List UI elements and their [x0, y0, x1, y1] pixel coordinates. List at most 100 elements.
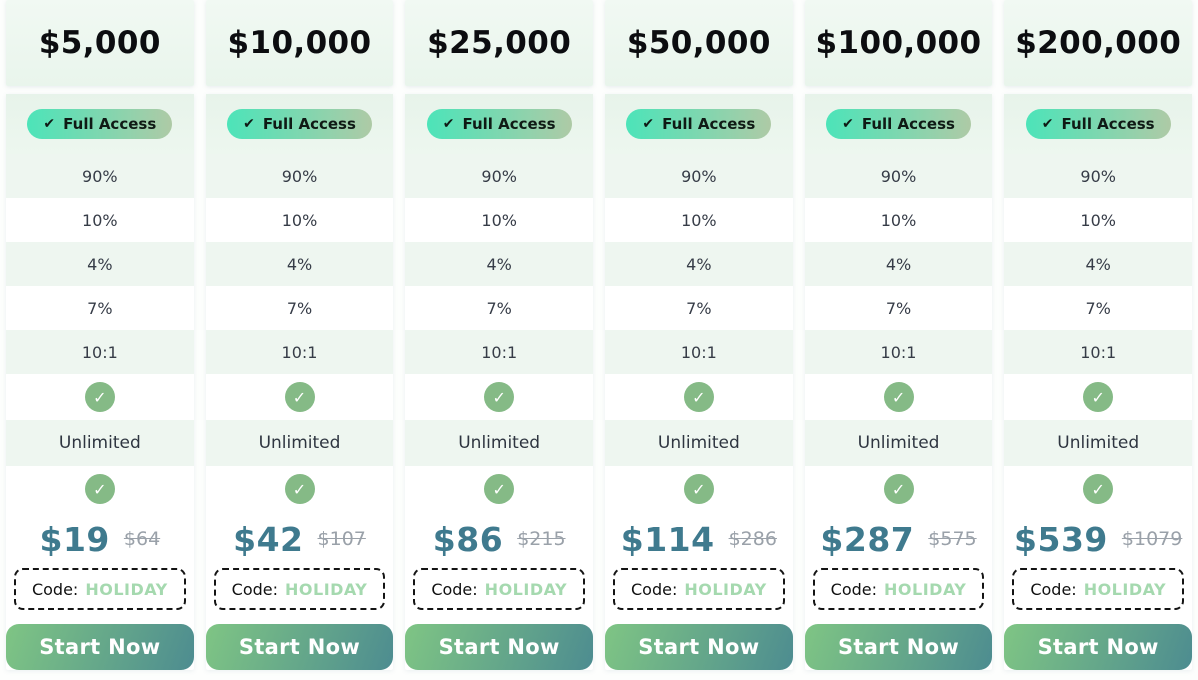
- price-row: $19 $64: [6, 512, 194, 566]
- full-access-badge: ✔ Full Access: [1025, 109, 1171, 139]
- feature-row-profit-split: 90%: [804, 154, 993, 198]
- feature-row-profit-split: 90%: [605, 154, 793, 198]
- plan-details-card: ✔ Full Access 90% 10% 4% 7% 10:1 ✓ Unlim…: [1004, 94, 1193, 670]
- start-now-button[interactable]: Start Now: [804, 624, 993, 670]
- promo-code-value: HOLIDAY: [884, 579, 967, 599]
- feature-row: 7%: [286, 298, 313, 318]
- feature-row-leverage: 10:1: [1004, 330, 1193, 374]
- original-price: $107: [317, 528, 366, 550]
- promo-code-box: Code: HOLIDAY: [613, 568, 785, 610]
- promo-code-value: HOLIDAY: [1083, 579, 1167, 599]
- promo-code-label: Code:: [431, 579, 478, 599]
- feature-row-included: ✓: [206, 466, 394, 512]
- promo-code-label: Code:: [830, 579, 878, 599]
- promo-code-box: Code: HOLIDAY: [14, 568, 186, 610]
- badge-label: Full Access: [462, 115, 556, 133]
- promo-code-wrap: Code: HOLIDAY: [205, 566, 394, 616]
- feature-row: 7%: [885, 298, 912, 318]
- start-now-button[interactable]: Start Now: [205, 624, 394, 670]
- check-icon: ✔: [1041, 116, 1054, 132]
- feature-row: 10%: [281, 210, 318, 230]
- check-icon: ✔: [43, 116, 56, 132]
- plan-account-size: $25,000: [405, 0, 594, 86]
- original-price: $286: [728, 528, 777, 550]
- check-icon: ✔: [842, 116, 854, 132]
- feature-row-leverage: 10:1: [6, 330, 194, 374]
- badge-row: ✔ Full Access: [1004, 94, 1193, 154]
- feature-row: 4%: [804, 242, 993, 286]
- original-price: $1079: [1121, 528, 1183, 550]
- check-circle-icon: ✓: [84, 474, 115, 504]
- start-now-button[interactable]: Start Now: [1004, 624, 1193, 670]
- feature-row-included: ✓: [405, 374, 593, 420]
- plan-details-card: ✔ Full Access 90% 10% 4% 7% 10:1 ✓ Unlim…: [6, 94, 194, 670]
- feature-row-included: ✓: [805, 374, 993, 420]
- plan-account-size: $5,000: [6, 0, 194, 86]
- plan-column: $10,000 ✔ Full Access 90% 10% 4% 7% 10:1…: [205, 0, 394, 680]
- check-circle-icon: ✓: [883, 382, 914, 412]
- original-price: $575: [928, 528, 977, 550]
- price-row: $42 $107: [205, 512, 394, 566]
- full-access-badge: ✔ Full Access: [826, 109, 971, 139]
- spacer: [1004, 616, 1192, 624]
- promo-code-wrap: Code: HOLIDAY: [605, 566, 793, 616]
- start-now-button[interactable]: Start Now: [405, 624, 594, 670]
- badge-label: Full Access: [63, 115, 157, 133]
- feature-row: 7%: [686, 298, 712, 318]
- promo-code-value: HOLIDAY: [484, 579, 568, 599]
- promo-code-label: Code:: [630, 579, 678, 599]
- promo-code-label: Code:: [231, 579, 278, 599]
- plan-column: $50,000 ✔ Full Access 90% 10% 4% 7% 10:1…: [605, 0, 793, 680]
- feature-row-unlimited: Unlimited: [6, 420, 194, 466]
- feature-row-included: ✓: [605, 374, 793, 420]
- feature-row-leverage: 10:1: [804, 330, 993, 374]
- feature-row: 4%: [205, 242, 394, 286]
- feature-row-leverage: 10:1: [405, 330, 594, 374]
- badge-label: Full Access: [662, 115, 756, 133]
- badge-row: ✔ Full Access: [6, 94, 194, 154]
- promo-code-value: HOLIDAY: [285, 579, 368, 599]
- feature-row-included: ✓: [805, 466, 993, 512]
- check-circle-icon: ✓: [1083, 474, 1114, 504]
- start-now-button[interactable]: Start Now: [6, 624, 194, 670]
- feature-row-leverage: 10:1: [605, 330, 793, 374]
- feature-row: 10%: [481, 210, 517, 230]
- plan-account-size: $100,000: [804, 0, 993, 86]
- promo-code-box: Code: HOLIDAY: [413, 568, 586, 610]
- plan-details-card: ✔ Full Access 90% 10% 4% 7% 10:1 ✓ Unlim…: [205, 94, 394, 670]
- feature-row-unlimited: Unlimited: [804, 420, 993, 466]
- feature-row: 4%: [6, 242, 194, 286]
- original-price: $215: [517, 528, 566, 550]
- feature-row: 10%: [1080, 210, 1116, 230]
- feature-row: 10%: [681, 210, 717, 230]
- check-icon: ✔: [442, 116, 455, 132]
- promo-code-wrap: Code: HOLIDAY: [804, 566, 993, 616]
- check-circle-icon: ✓: [284, 474, 315, 504]
- feature-row-profit-split: 90%: [405, 154, 594, 198]
- promo-code-wrap: Code: HOLIDAY: [405, 566, 594, 616]
- spacer: [206, 616, 394, 624]
- check-circle-icon: ✓: [683, 382, 714, 412]
- discounted-price: $539: [1014, 519, 1108, 559]
- start-now-button[interactable]: Start Now: [605, 624, 793, 670]
- feature-row: 7%: [486, 298, 512, 318]
- feature-row-included: ✓: [6, 466, 194, 512]
- feature-row: 4%: [605, 242, 793, 286]
- plan-column: $5,000 ✔ Full Access 90% 10% 4% 7% 10:1 …: [6, 0, 194, 680]
- feature-row-profit-split: 90%: [6, 154, 194, 198]
- spacer: [405, 616, 593, 624]
- feature-row-included: ✓: [405, 466, 593, 512]
- check-icon: ✔: [243, 116, 255, 132]
- check-circle-icon: ✓: [484, 382, 515, 412]
- plan-details-card: ✔ Full Access 90% 10% 4% 7% 10:1 ✓ Unlim…: [605, 94, 793, 670]
- badge-row: ✔ Full Access: [605, 94, 793, 154]
- full-access-badge: ✔ Full Access: [227, 109, 372, 139]
- feature-row: 10%: [880, 210, 917, 230]
- promo-code-value: HOLIDAY: [684, 579, 767, 599]
- spacer: [605, 616, 793, 624]
- feature-row-included: ✓: [1004, 466, 1192, 512]
- full-access-badge: ✔ Full Access: [426, 109, 572, 139]
- discounted-price: $19: [39, 519, 110, 559]
- promo-code-wrap: Code: HOLIDAY: [1004, 566, 1193, 616]
